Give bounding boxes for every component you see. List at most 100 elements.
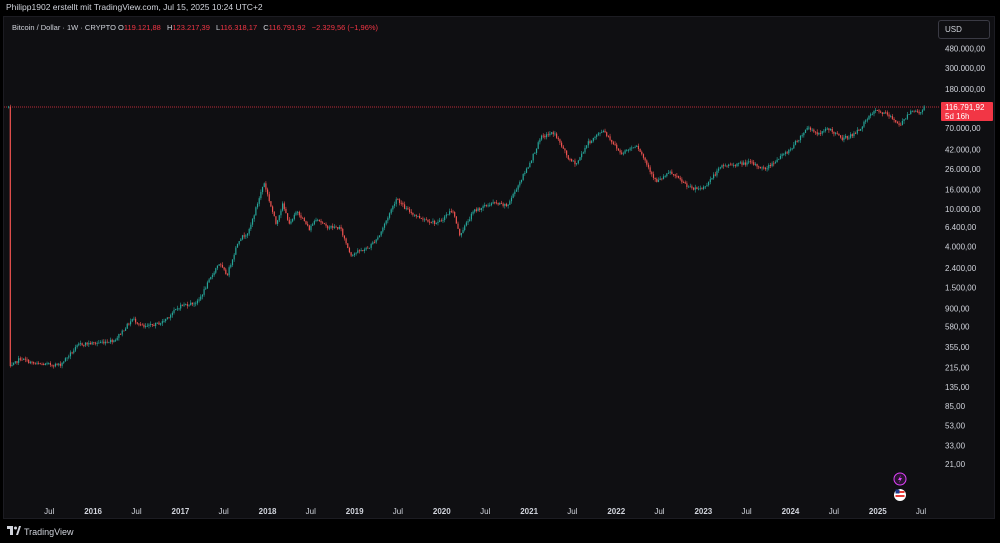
candle-body xyxy=(54,363,57,367)
candle-body xyxy=(26,359,28,361)
candle-body xyxy=(367,247,369,249)
candle-body xyxy=(547,134,549,136)
candle-body xyxy=(542,135,544,137)
candle-body xyxy=(180,304,182,309)
candle-body xyxy=(906,114,909,119)
currency-button[interactable]: USD xyxy=(938,20,990,39)
candle-body xyxy=(834,132,837,134)
candle-body xyxy=(574,160,576,165)
candle-body xyxy=(719,167,721,169)
candle-body xyxy=(342,228,344,236)
candle-body xyxy=(671,171,673,175)
candle-body xyxy=(584,147,586,153)
candle-body xyxy=(261,186,264,192)
x-tick-label: 2025 xyxy=(869,507,887,516)
legend-close-value: 116.791,92 xyxy=(268,23,306,32)
y-tick-label: 10.000,00 xyxy=(945,205,981,214)
candle-body xyxy=(799,135,802,141)
candle-body xyxy=(713,174,715,179)
candle-body xyxy=(741,162,743,165)
candle-body xyxy=(479,208,481,210)
candle-body xyxy=(268,194,270,202)
candle-body xyxy=(900,124,902,126)
x-tick-label: 2021 xyxy=(520,507,538,516)
chart-panel[interactable]: 480.000,00 300.000,00 180.000,00 70.000,00 4… xyxy=(3,16,995,519)
candle-body xyxy=(317,219,319,221)
candle-body xyxy=(251,219,254,225)
candle-body xyxy=(150,324,152,325)
candle-body xyxy=(773,163,775,165)
candle-body xyxy=(753,162,755,165)
candle-body xyxy=(537,142,539,149)
candle-body xyxy=(347,243,349,249)
candle-body xyxy=(243,235,245,237)
candle-body xyxy=(58,363,60,365)
candle-body xyxy=(766,168,768,170)
candle-body xyxy=(328,227,330,229)
candle-body xyxy=(113,340,115,343)
candle-body xyxy=(888,114,890,117)
candle-body xyxy=(175,309,177,310)
candle-body xyxy=(779,155,782,159)
candle-body xyxy=(271,206,274,212)
candle-body xyxy=(836,132,838,134)
candle-body xyxy=(903,119,905,121)
candle-body xyxy=(853,133,855,137)
legend-low-key: L xyxy=(216,23,221,32)
candle-body xyxy=(769,165,772,166)
legend-open-key: O xyxy=(118,23,124,32)
candle-body xyxy=(335,226,337,228)
candle-body xyxy=(402,203,404,205)
candle-body xyxy=(783,153,785,155)
candle-body xyxy=(606,132,608,136)
candle-body xyxy=(694,187,696,190)
candle-body xyxy=(875,110,877,111)
candle-body xyxy=(270,201,272,207)
candle-body xyxy=(76,345,78,347)
candle-body xyxy=(410,211,412,213)
candle-body xyxy=(166,317,168,320)
candle-body xyxy=(545,134,548,138)
candle-body xyxy=(362,250,364,252)
candle-body xyxy=(13,362,15,365)
candle-body xyxy=(502,203,504,206)
candle-body xyxy=(322,222,324,224)
candle-body xyxy=(93,342,95,344)
last-price-label xyxy=(941,102,993,122)
tradingview-logo[interactable]: TradingView xyxy=(7,526,74,537)
candle-body xyxy=(355,252,357,254)
x-tick-label: 2016 xyxy=(84,507,102,516)
candle-body xyxy=(418,215,421,219)
candle-body xyxy=(246,233,249,236)
candle-body xyxy=(397,199,399,201)
candle-body xyxy=(647,164,650,168)
candle-body xyxy=(676,175,678,177)
candle-body xyxy=(582,152,584,154)
candle-body xyxy=(505,203,508,206)
candle-body xyxy=(310,225,312,231)
candle-body xyxy=(78,343,80,346)
candle-body xyxy=(454,212,456,217)
candle-body xyxy=(358,250,361,252)
candle-body xyxy=(811,129,813,131)
x-tick-label: 2020 xyxy=(433,507,451,516)
candle-body xyxy=(738,162,740,164)
candle-body xyxy=(240,239,242,242)
candle-body xyxy=(9,106,11,367)
candle-body xyxy=(449,211,451,215)
candlestick-chart[interactable]: 480.000,00 300.000,00 180.000,00 70.000,00 4… xyxy=(4,17,994,518)
candle-body xyxy=(195,303,197,305)
candle-body xyxy=(896,121,898,124)
y-tick-label: 2.400,00 xyxy=(945,264,977,273)
candle-body xyxy=(420,218,422,219)
candle-body xyxy=(718,168,720,171)
candle-body xyxy=(434,220,436,224)
candle-body xyxy=(677,176,680,178)
candle-body xyxy=(617,148,620,151)
candle-body xyxy=(850,134,852,138)
candle-body xyxy=(460,233,462,236)
candle-body xyxy=(609,136,611,140)
candle-body xyxy=(631,147,633,149)
candle-body xyxy=(353,253,356,256)
candle-body xyxy=(318,219,320,221)
